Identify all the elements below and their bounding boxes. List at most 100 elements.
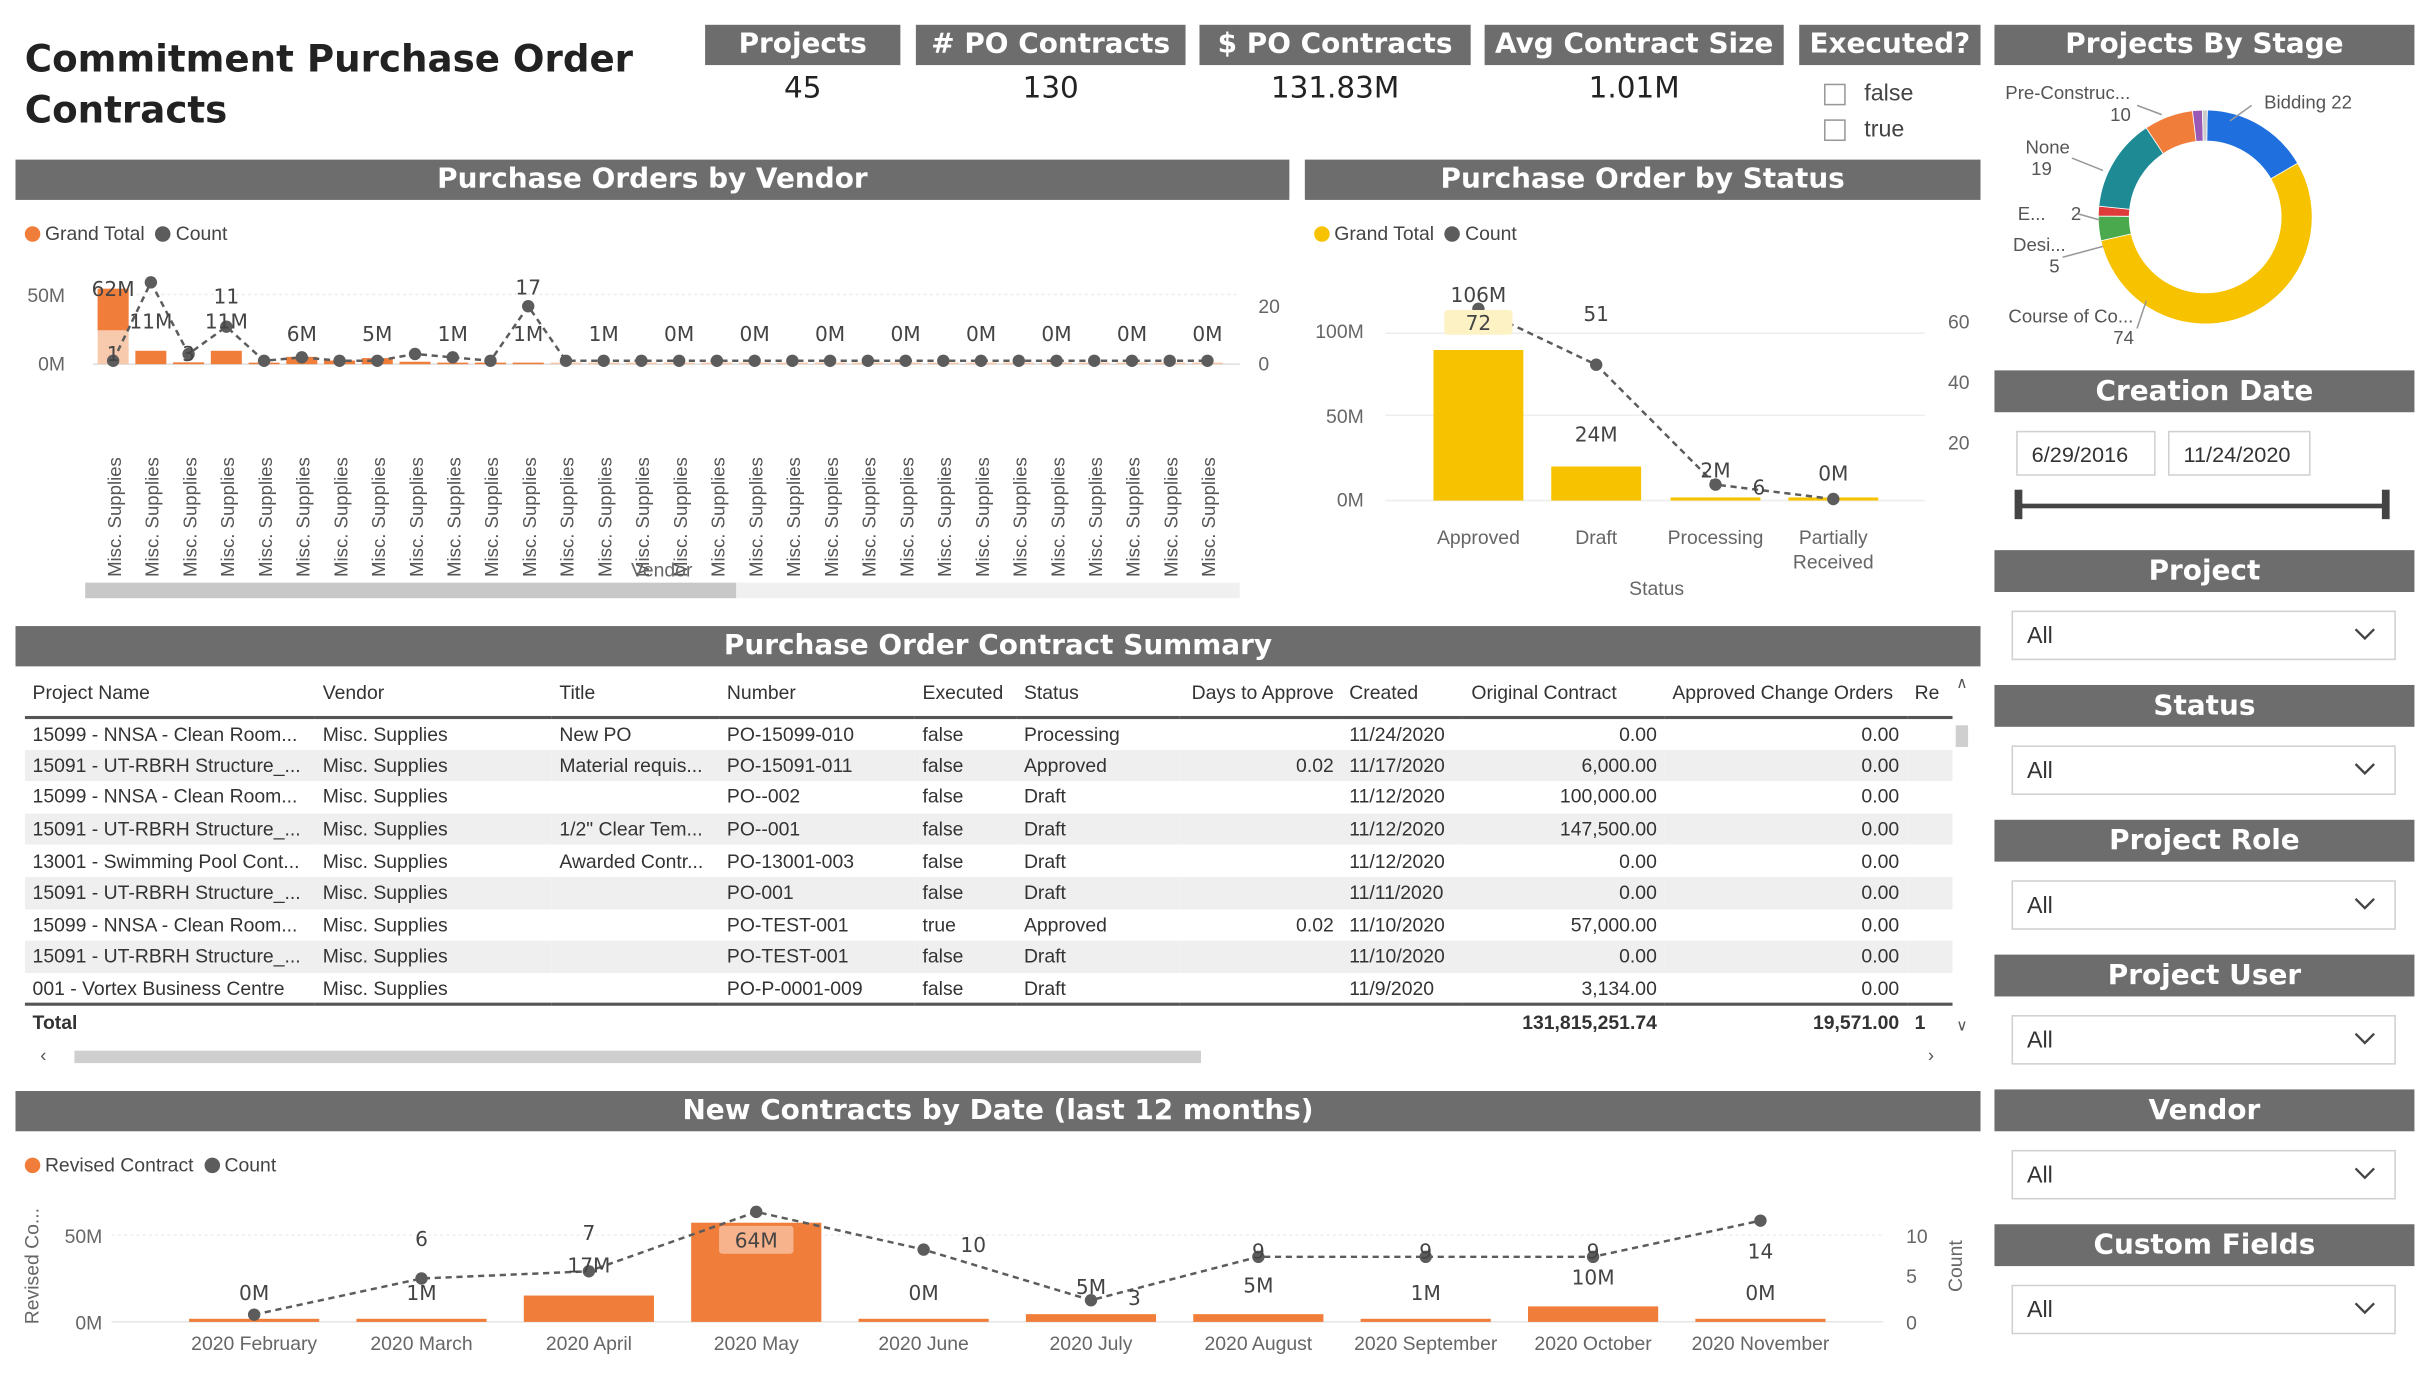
vendor-category-label: Misc. Supplies [1085, 457, 1106, 577]
table-cell: PO-15091-011 [719, 749, 915, 782]
count-point [1163, 354, 1176, 367]
table-cell: Misc. Supplies [315, 813, 552, 846]
contract-bar [356, 1318, 487, 1322]
table-cell [551, 877, 720, 909]
table-row[interactable]: 15091 - UT-RBRH Structure_... Misc. Suppl… [24, 940, 1953, 973]
legend-count: Count [224, 1154, 277, 1177]
vendor-category-label: Misc. Supplies [1010, 457, 1031, 577]
count-data-label: 7 [582, 1221, 595, 1245]
legend-count: Count [1465, 223, 1517, 245]
table-vertical-scrollbar[interactable]: ∧ ∨ [1953, 675, 1972, 1036]
vendor-category-label: Misc. Supplies [670, 457, 691, 577]
table-cell: Processing [1023, 723, 1120, 746]
bar-data-label: 0M [1745, 1281, 1775, 1305]
scroll-down-icon[interactable]: ∨ [1956, 1018, 1968, 1036]
column-header[interactable]: Original Contract [1463, 669, 1665, 720]
scroll-up-icon[interactable]: ∧ [1956, 675, 1968, 693]
table-cell: 11/9/2020 [1349, 977, 1435, 999]
stage-label: Course of Co... [2008, 305, 2133, 326]
table-cell: 0.02 [1296, 914, 1334, 936]
end-date-input[interactable]: 11/24/2020 [2168, 430, 2311, 476]
executed-slicer-header: Executed? [1799, 24, 1981, 66]
table-cell: Misc. Supplies [315, 940, 552, 973]
count-point [257, 354, 271, 367]
bar-data-label: 1M [513, 322, 543, 346]
table-row[interactable]: 15091 - UT-RBRH Structure_... Misc. Suppl… [24, 877, 1953, 909]
slicer-dropdown-vendor[interactable]: All [2011, 1149, 2396, 1200]
count-line [253, 1210, 1761, 1316]
h-scroll-thumb[interactable] [85, 582, 737, 599]
table-cell: 0.00 [1664, 813, 1907, 846]
table-row[interactable]: 15099 - NNSA - Clean Room... Misc. Suppli… [25, 781, 1953, 813]
count-point [371, 354, 384, 367]
table-cell: false [914, 813, 1017, 846]
horizontal-scroll-thumb[interactable] [74, 1050, 1202, 1064]
scroll-right-icon[interactable]: › [1927, 1044, 1935, 1067]
x-category-label: 2020 February [191, 1333, 317, 1355]
table-cell: false [922, 723, 964, 746]
slicer-dropdown-project-role[interactable]: All [2011, 880, 2396, 930]
table-horizontal-scrollbar[interactable]: ‹ › [25, 1044, 1953, 1066]
contract-bar [1193, 1314, 1324, 1322]
column-header[interactable]: Days to Approve [1179, 669, 1342, 720]
column-header[interactable]: Project Name [24, 669, 316, 720]
table-cell [551, 940, 720, 973]
column-header[interactable]: Vendor [315, 669, 552, 720]
slicer-dropdown-project[interactable]: All [2011, 610, 2396, 661]
stage-value: 19 [2031, 158, 2052, 179]
leader-line [2062, 245, 2104, 258]
checkbox-false[interactable] [1823, 83, 1846, 106]
executed-option-false[interactable]: false [1823, 81, 1913, 107]
x-category-label: 2020 September [1354, 1333, 1498, 1355]
slicer-dropdown-project-user[interactable]: All [2011, 1015, 2396, 1065]
count-data-label: 11 [214, 285, 240, 309]
chevron-down-icon [2354, 1032, 2375, 1045]
table-row[interactable]: 13001 - Swimming Pool Cont... Misc. Suppl… [25, 845, 1953, 877]
slicer-dropdown-custom-fields[interactable]: All [2011, 1284, 2396, 1335]
vendor-bar [210, 350, 242, 365]
table-cell: 11/24/2020 [1349, 723, 1445, 746]
vertical-scroll-thumb[interactable] [1955, 725, 1969, 747]
column-header[interactable]: Title [551, 669, 720, 720]
legend-revised-contract: Revised Contract [44, 1154, 194, 1177]
status-chart: 100M 50M 0M 60 40 20 106M 24M 2M 0M 72 51 6 Approved D… [1315, 283, 1969, 600]
column-header[interactable]: Approved Change Orders [1664, 669, 1907, 720]
table-row[interactable]: 15091 - UT-RBRH Structure_... Misc. Suppl… [24, 813, 1953, 846]
dropdown-value: All [2027, 622, 2053, 649]
table-cell: 57,000.00 [1570, 914, 1657, 936]
dropdown-value: All [2027, 1026, 2053, 1054]
table-cell [1179, 813, 1342, 846]
table-row[interactable]: 15099 - NNSA - Clean Room... Misc. Suppli… [25, 909, 1953, 941]
date-range-slider[interactable] [2019, 503, 2389, 509]
date-slider-start-handle[interactable] [2014, 489, 2023, 520]
column-header[interactable]: Status [1016, 669, 1180, 720]
scroll-left-icon[interactable]: ‹ [40, 1044, 47, 1067]
stage-chart-header: Projects By Stage [1994, 24, 2415, 66]
vendor-chart-header: Purchase Orders by Vendor [15, 159, 1290, 200]
count-point [710, 354, 724, 367]
slicer-dropdown-status[interactable]: All [2011, 745, 2396, 795]
column-header[interactable]: Number [719, 669, 915, 720]
table-row[interactable]: 001 - Vortex Business Centre Misc. Suppli… [25, 973, 1953, 1005]
date-slider-end-handle[interactable] [2381, 489, 2390, 520]
checkbox-true[interactable] [1823, 119, 1846, 142]
table-row[interactable]: 15091 - UT-RBRH Structure_... Misc. Suppl… [24, 749, 1953, 782]
contract-bar [858, 1318, 989, 1322]
bar-data-label: 1M [406, 1281, 436, 1305]
executed-option-true[interactable]: true [1823, 116, 1904, 143]
column-header[interactable]: Created [1341, 669, 1464, 720]
donut-slice [2098, 127, 2164, 210]
total-row: Total 131,815,251.74 19,571.00 1 [24, 1004, 1953, 1039]
count-data-label: 9 [1587, 1239, 1600, 1263]
donut-slice [2100, 162, 2313, 325]
bar-data-label: 0M [664, 322, 694, 346]
stage-label: None [2025, 136, 2069, 157]
table-cell: 001 - Vortex Business Centre [32, 977, 285, 999]
table-row[interactable]: 15099 - NNSA - Clean Room... Misc. Suppli… [25, 718, 1953, 750]
start-date-input[interactable]: 6/29/2016 [2016, 430, 2156, 476]
kpi-po-amount-value: 131.83M [1270, 71, 1400, 106]
column-header[interactable]: Executed [914, 669, 1017, 720]
column-header[interactable]: Re [1906, 669, 1953, 720]
count-point [295, 351, 309, 364]
